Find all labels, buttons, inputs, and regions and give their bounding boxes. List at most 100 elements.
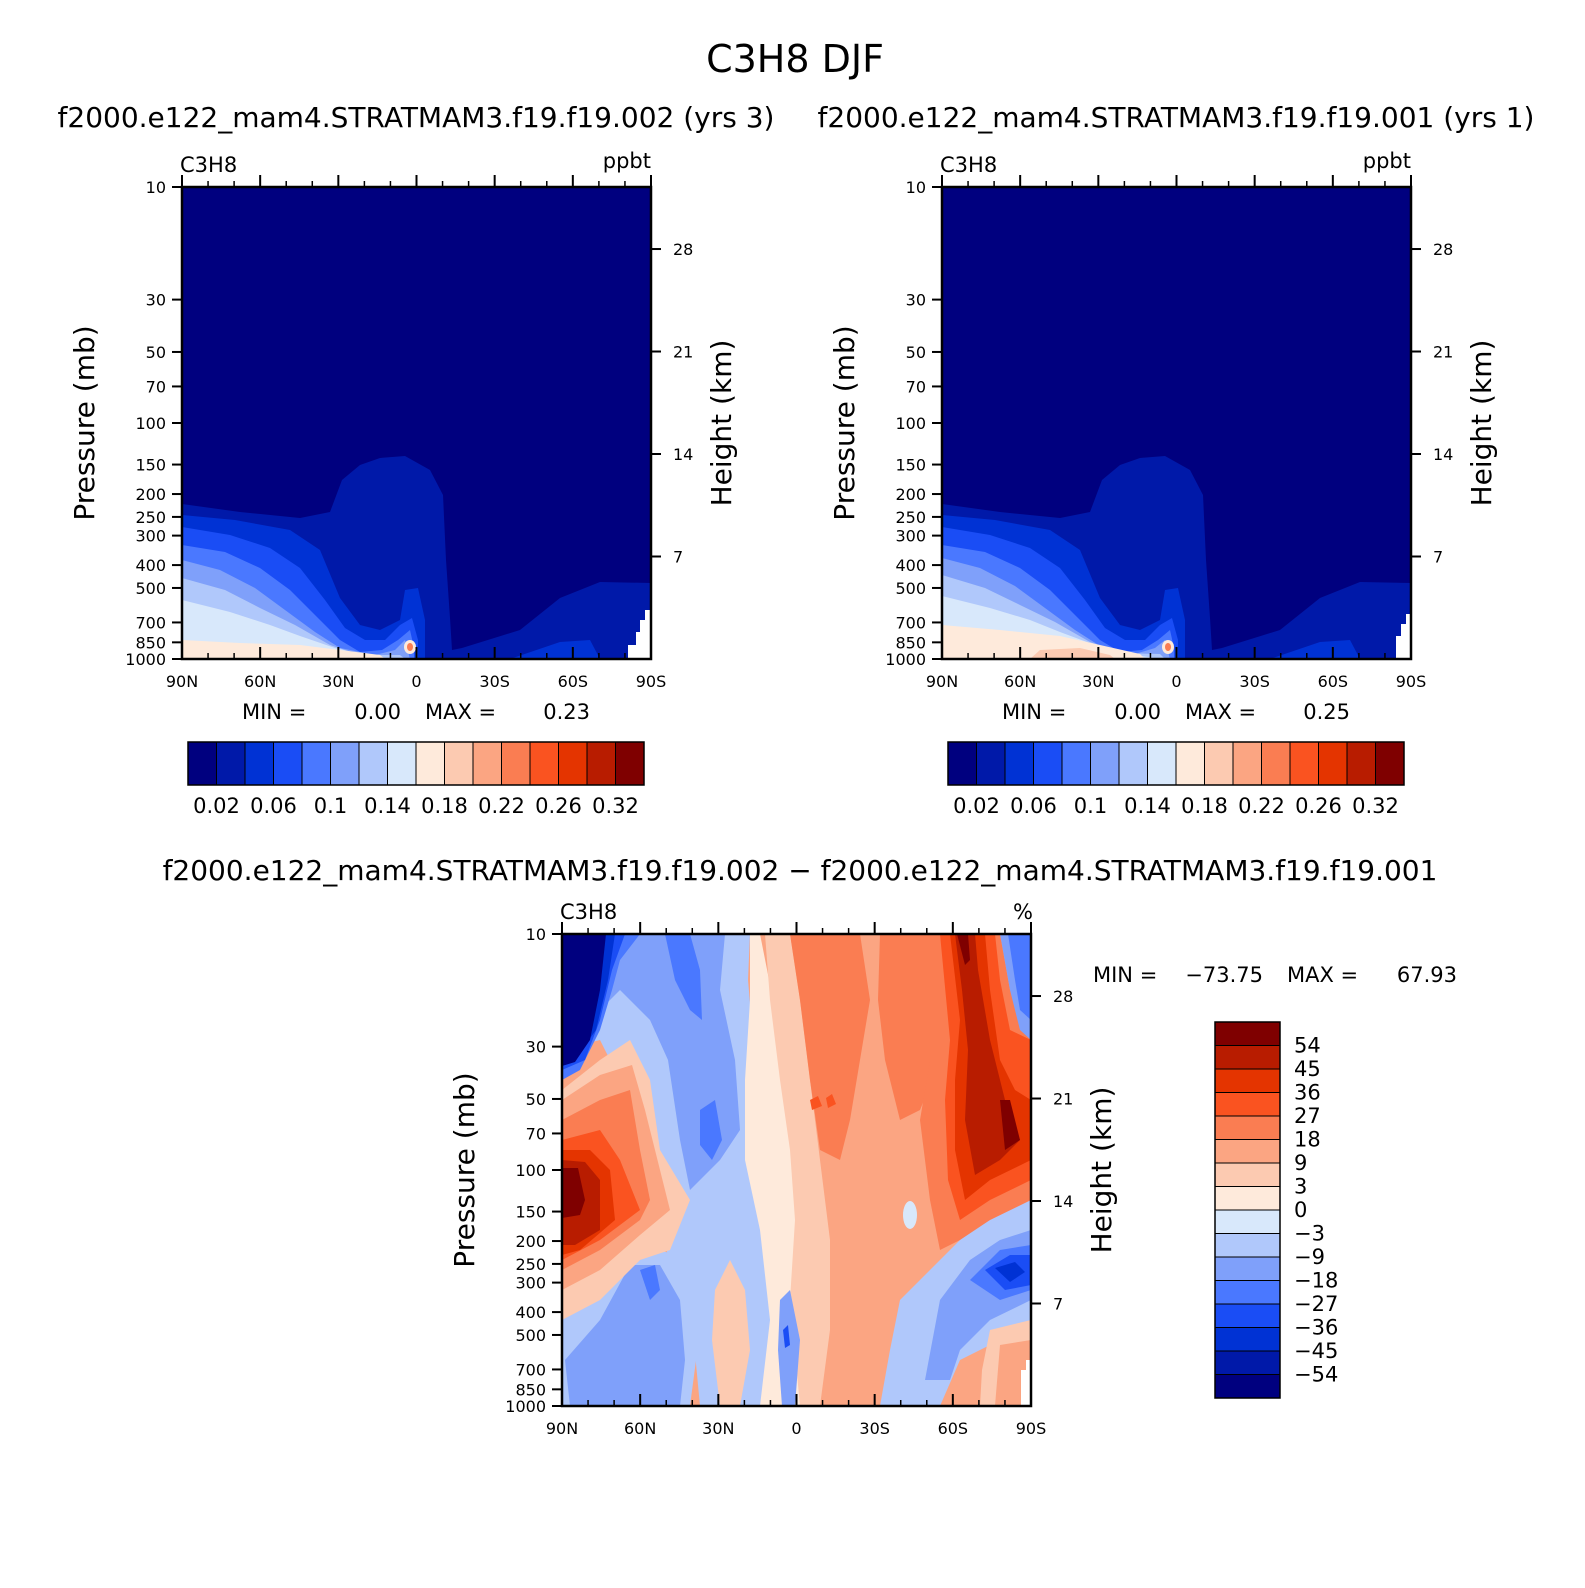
y-tick-label: 700 (895, 613, 926, 632)
colorbar-label: 0.02 (953, 794, 1000, 818)
panel-c-blue-far-south-2 (1008, 934, 1031, 1020)
panel-c-lightred-central-left (712, 1260, 750, 1406)
panel-c-blue-low-sw2 (565, 1265, 685, 1406)
x-tick-label: 90S (1016, 1419, 1047, 1438)
panel-c-lightred-central (765, 934, 830, 1406)
colorbar-swatch (976, 741, 1006, 786)
x-tick-label: 90N (166, 672, 198, 691)
panel-c-max-value: 67.93 (1397, 963, 1457, 987)
panel-c-red-north-6 (562, 1168, 585, 1218)
x-tick-label: 30N (322, 672, 354, 691)
colorbar-label: 0.1 (314, 794, 347, 818)
colorbar-label: 0.32 (1352, 794, 1399, 818)
panel-a-missing-corner (628, 610, 651, 659)
x-tick-label: 0 (791, 1419, 801, 1438)
panel-c-max-label: MAX = (1287, 963, 1358, 987)
colorbar-swatch (1090, 741, 1120, 786)
panel-ctrl-002: f2000.e122_mam4.STRATMAM3.f19.f19.002 (y… (58, 101, 775, 818)
y-tick-label: 50 (906, 343, 926, 362)
panel-c-blue-thin-eq (778, 1290, 800, 1406)
y-tick-label: 250 (895, 508, 926, 527)
main-title: C3H8 DJF (706, 37, 884, 81)
panel-c-variable: C3H8 (560, 900, 617, 924)
y-right-tick-label: 28 (1433, 240, 1453, 259)
panel-b-min-label: MIN = (1002, 700, 1066, 724)
panel-difference: f2000.e122_mam4.STRATMAM3.f19.f19.002 − … (163, 854, 1457, 1438)
colorbar-swatch (1147, 741, 1177, 786)
colorbar-label: −3 (1294, 1222, 1325, 1246)
panel-a-variable: C3H8 (180, 153, 237, 177)
y-axis-label: Pressure (mb) (68, 325, 101, 520)
y-tick-label: 850 (895, 633, 926, 652)
colorbar-label: 54 (1294, 1034, 1321, 1058)
panel-b-field (942, 187, 1411, 659)
panel-b-missing-corner (1396, 614, 1411, 659)
x-tick-label: 90S (1396, 672, 1427, 691)
colorbar-label: −54 (1294, 1363, 1338, 1387)
y-tick-label: 70 (906, 377, 926, 396)
panel-c-min-value: −73.75 (1185, 963, 1263, 987)
panel-a-field (182, 187, 651, 659)
y-tick-label: 500 (515, 1326, 546, 1345)
colorbar-swatch (1214, 1068, 1281, 1093)
x-tick-label: 60N (244, 672, 276, 691)
colorbar-swatch (1214, 1374, 1281, 1399)
panel-a-max-value: 0.23 (543, 700, 590, 724)
y-tick-label: 30 (906, 291, 926, 310)
x-tick-label: 30N (702, 1419, 734, 1438)
panel-c-blue-low-sw3 (640, 1265, 660, 1300)
y-right-tick-label: 21 (1433, 343, 1453, 362)
y-tick-label: 1000 (885, 650, 926, 669)
colorbar-swatch (1214, 1186, 1281, 1211)
colorbar-swatch (1214, 1045, 1281, 1070)
y-tick-label: 300 (895, 527, 926, 546)
panel-c-field (562, 934, 1031, 1406)
x-tick-label: 90N (546, 1419, 578, 1438)
panel-c-blue-thin-eq2 (783, 1325, 790, 1348)
colorbar-swatch (358, 741, 388, 786)
colorbar-label: 0.14 (364, 794, 411, 818)
colorbar-label: 36 (1294, 1081, 1321, 1105)
colorbar-swatch (1214, 1303, 1281, 1328)
panel-b-max-value: 0.25 (1303, 700, 1350, 724)
panel-b-contour-0.30 (942, 625, 1145, 659)
y-tick-label: 30 (146, 291, 166, 310)
x-tick-label: 60S (1318, 672, 1349, 691)
colorbar-label: −45 (1294, 1339, 1338, 1363)
panel-c-orange-south (790, 934, 870, 1160)
panel-a-max-label: MAX = (425, 700, 496, 724)
colorbar-label: 0.26 (535, 794, 582, 818)
y-axis-label: Pressure (mb) (828, 325, 861, 520)
y-right-tick-label: 14 (673, 445, 693, 464)
panel-a-contour-0.06-south (510, 640, 600, 659)
colorbar-label: 0 (1294, 1198, 1307, 1222)
colorbar-swatch (1214, 1233, 1281, 1258)
panel-a-min-value: 0.00 (354, 700, 401, 724)
colorbar-label: 0.02 (193, 794, 240, 818)
y-tick-label: 10 (526, 925, 546, 944)
colorbar-swatch (1214, 1021, 1281, 1046)
panel-b-max-label: MAX = (1185, 700, 1256, 724)
y-tick-label: 250 (135, 508, 166, 527)
colorbar-swatch (529, 741, 559, 786)
x-tick-label: 60N (1004, 672, 1036, 691)
y-tick-label: 500 (135, 579, 166, 598)
colorbar-swatch (558, 741, 588, 786)
colorbar-swatch (1214, 1350, 1281, 1375)
y-right-tick-label: 7 (1433, 548, 1443, 567)
y-tick-label: 400 (895, 556, 926, 575)
colorbar-swatch (1214, 1092, 1281, 1117)
y-right-tick-label: 7 (1053, 1295, 1063, 1314)
colorbar-label: 0.14 (1124, 794, 1171, 818)
y-tick-label: 300 (135, 527, 166, 546)
y-tick-label: 200 (895, 485, 926, 504)
panel-b-variable: C3H8 (940, 153, 997, 177)
x-tick-label: 30S (1239, 672, 1270, 691)
colorbar-outline (187, 741, 645, 786)
y-tick-label: 300 (515, 1274, 546, 1293)
panel-c-min-label: MIN = (1093, 963, 1157, 987)
colorbar-swatch (472, 741, 502, 786)
colorbar-swatch (1004, 741, 1034, 786)
colorbar-swatch (1204, 741, 1234, 786)
